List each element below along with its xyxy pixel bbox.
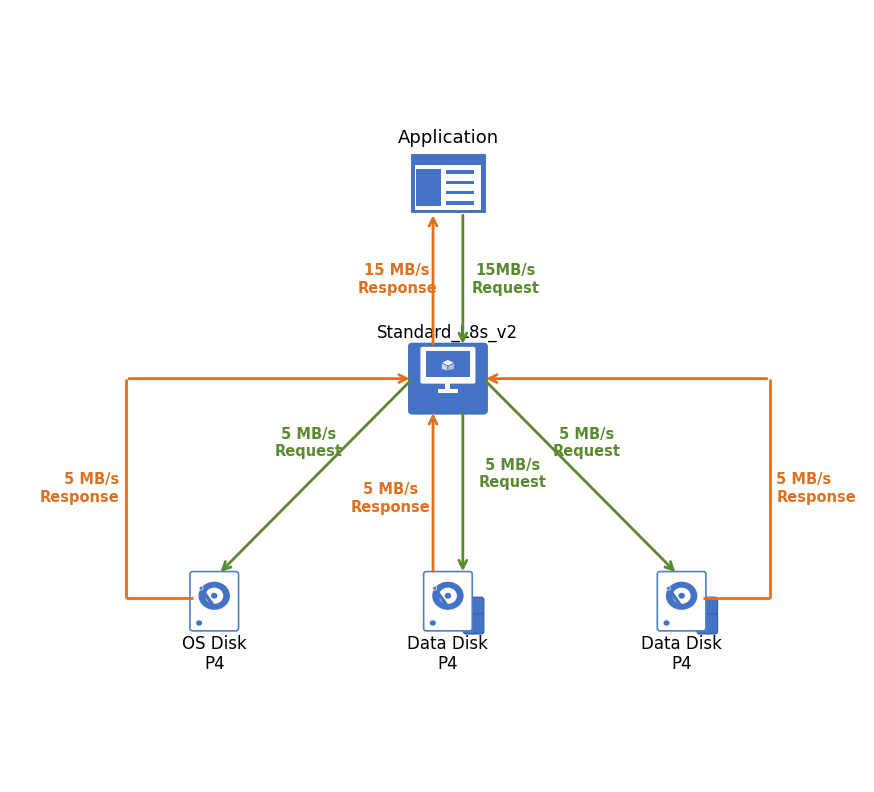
Text: VM: VM [434, 397, 461, 412]
Text: 5 MB/s
Response: 5 MB/s Response [776, 472, 857, 505]
Circle shape [665, 581, 698, 611]
Circle shape [673, 588, 690, 604]
Text: Standard_L8s_v2: Standard_L8s_v2 [378, 324, 518, 342]
Bar [446, 181, 474, 184]
Circle shape [430, 620, 436, 626]
Text: 5 MB/s
Request: 5 MB/s Request [274, 427, 343, 459]
Bar [414, 165, 482, 210]
Text: 5 MB/s
Response: 5 MB/s Response [350, 482, 430, 515]
Circle shape [678, 592, 685, 599]
Bar [426, 351, 470, 377]
FancyBboxPatch shape [697, 614, 718, 634]
FancyBboxPatch shape [463, 597, 484, 617]
Text: OS Disk
P4: OS Disk P4 [182, 634, 246, 673]
Text: 5 MB/s
Request: 5 MB/s Request [478, 458, 546, 490]
Text: Data Disk
P4: Data Disk P4 [642, 634, 722, 673]
FancyBboxPatch shape [420, 347, 475, 383]
FancyBboxPatch shape [463, 614, 484, 634]
FancyBboxPatch shape [190, 572, 239, 631]
Bar [446, 201, 474, 205]
Circle shape [432, 581, 464, 611]
Circle shape [196, 620, 202, 626]
Text: 15 MB/s
Response: 15 MB/s Response [357, 264, 437, 295]
Bar [446, 191, 474, 194]
Circle shape [663, 620, 669, 626]
Circle shape [198, 581, 231, 611]
Circle shape [667, 587, 670, 590]
Bar [446, 170, 474, 173]
Circle shape [439, 588, 457, 604]
Circle shape [205, 588, 223, 604]
Polygon shape [441, 363, 448, 371]
FancyBboxPatch shape [424, 572, 472, 631]
Text: 5 MB/s
Response: 5 MB/s Response [39, 472, 120, 505]
Bar [416, 169, 441, 206]
Circle shape [433, 587, 437, 590]
FancyBboxPatch shape [408, 343, 488, 414]
Bar [438, 390, 458, 393]
Polygon shape [448, 363, 454, 371]
Text: 5 MB/s
Request: 5 MB/s Request [553, 427, 621, 459]
FancyBboxPatch shape [657, 572, 706, 631]
Polygon shape [441, 360, 454, 366]
Text: Data Disk
P4: Data Disk P4 [407, 634, 489, 673]
FancyBboxPatch shape [697, 597, 718, 617]
Circle shape [211, 592, 218, 599]
Text: Application: Application [398, 129, 498, 147]
Circle shape [445, 592, 451, 599]
Circle shape [199, 587, 203, 590]
Text: 15MB/s
Request: 15MB/s Request [471, 264, 539, 295]
Bar [411, 154, 485, 212]
Bar [446, 382, 450, 390]
